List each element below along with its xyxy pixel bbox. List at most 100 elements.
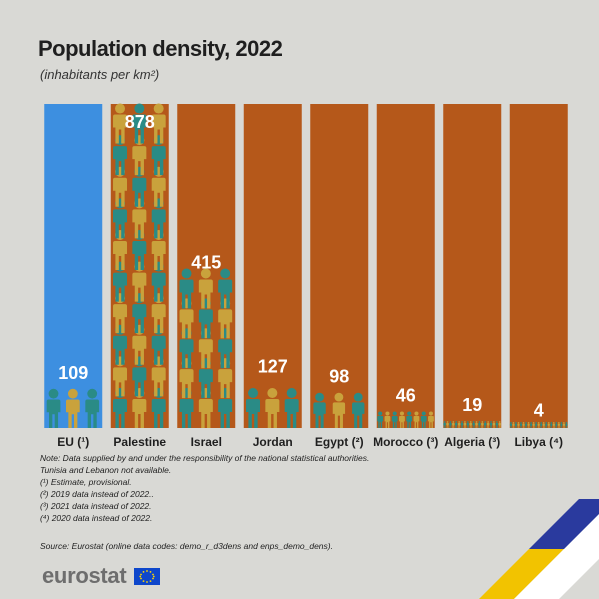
person-icon [519, 422, 523, 428]
person-icon [527, 422, 530, 428]
person-icon [532, 422, 535, 428]
data-label: 127 [258, 356, 288, 376]
figure-stack [509, 422, 568, 428]
category-label: Morocco (³) [373, 435, 438, 449]
person-icon [443, 421, 446, 428]
person-icon [457, 421, 461, 428]
bar [44, 104, 103, 428]
person-icon [542, 422, 545, 428]
note-line: (¹) Estimate, provisional. [40, 477, 132, 487]
person-icon [552, 422, 555, 428]
note-line: Note: Data supplied by and under the res… [40, 453, 370, 463]
bar-chart: 109 EU (¹) 878 Palestine 415 Israel 127 Jordan 9… [44, 103, 568, 449]
data-label: 4 [534, 401, 544, 421]
person-icon [352, 392, 365, 428]
person-icon [525, 422, 528, 428]
person-icon [391, 411, 398, 428]
bar [509, 104, 568, 428]
bar [443, 104, 502, 428]
person-icon [428, 411, 434, 428]
note-line: (²) 2019 data instead of 2022.. [40, 489, 154, 499]
eu-flag-icon [134, 567, 161, 585]
figure-stack [313, 392, 365, 428]
data-label: 19 [462, 395, 482, 415]
data-label: 98 [329, 367, 349, 387]
person-icon [46, 388, 61, 428]
person-icon [179, 268, 194, 309]
person-icon [495, 421, 499, 428]
category-label: Palestine [113, 435, 166, 449]
category-label: Israel [191, 435, 222, 449]
note-line: (³) 2021 data instead of 2022. [40, 501, 152, 511]
eurostat-logo: eurostat [42, 563, 161, 589]
note-line: (⁴) 2020 data instead of 2022. [40, 513, 153, 523]
person-icon [530, 422, 533, 428]
person-icon [522, 422, 525, 428]
person-icon [475, 421, 478, 428]
person-icon [547, 422, 550, 428]
person-icon [313, 392, 326, 428]
person-icon [463, 421, 467, 428]
data-label: 415 [191, 253, 221, 273]
person-icon [514, 422, 518, 428]
person-icon [406, 411, 413, 428]
person-icon [460, 421, 464, 428]
person-icon [565, 422, 568, 428]
person-icon [455, 421, 458, 428]
person-icon [246, 388, 261, 428]
decorative-stripes [479, 499, 599, 599]
person-icon [540, 422, 543, 428]
category-label: EU (¹) [57, 435, 89, 449]
person-icon [555, 422, 558, 428]
person-icon [472, 421, 475, 428]
figure-stack [377, 411, 434, 428]
bar [376, 104, 435, 428]
figure-stack [113, 103, 166, 428]
person-icon [537, 422, 540, 428]
person-icon [560, 422, 563, 428]
person-icon [332, 392, 346, 428]
person-icon [469, 421, 472, 428]
figure-stack [246, 388, 299, 428]
person-icon [218, 268, 233, 309]
bar [310, 104, 369, 428]
chart-title: Population density, 2022 [38, 36, 283, 61]
person-icon [420, 411, 427, 428]
person-icon [132, 103, 147, 144]
data-label: 878 [125, 112, 155, 132]
person-icon [466, 421, 470, 428]
category-label: Jordan [253, 435, 293, 449]
person-icon [492, 421, 496, 428]
figure-stack [179, 268, 233, 428]
category-label: Libya (⁴) [514, 435, 563, 449]
person-icon [517, 422, 520, 428]
data-label: 46 [396, 385, 416, 405]
person-icon [545, 422, 548, 428]
person-icon [498, 421, 501, 428]
person-icon [265, 388, 280, 428]
logo-text: eurostat [42, 563, 127, 588]
person-icon [449, 421, 452, 428]
note-line: Tunisia and Lebanon not available. [40, 465, 172, 475]
person-icon [198, 268, 213, 309]
person-icon [399, 411, 405, 428]
category-label: Egypt (²) [315, 435, 364, 449]
data-label: 109 [58, 363, 88, 383]
person-icon [557, 422, 560, 428]
bar [243, 104, 302, 428]
person-icon [481, 421, 484, 428]
person-icon [377, 411, 384, 428]
figure-stack [443, 421, 501, 428]
category-label: Algeria (³) [444, 435, 500, 449]
person-icon [413, 411, 420, 428]
person-icon [384, 411, 391, 428]
figure-stack [46, 388, 100, 428]
person-icon [85, 388, 100, 428]
source-note: Source: Eurostat (online data codes: dem… [40, 541, 333, 551]
person-icon [550, 422, 553, 428]
person-icon [512, 422, 515, 428]
person-icon [484, 421, 487, 428]
person-icon [489, 421, 493, 428]
chart-subtitle: (inhabitants per km²) [40, 67, 160, 82]
person-icon [478, 421, 481, 428]
